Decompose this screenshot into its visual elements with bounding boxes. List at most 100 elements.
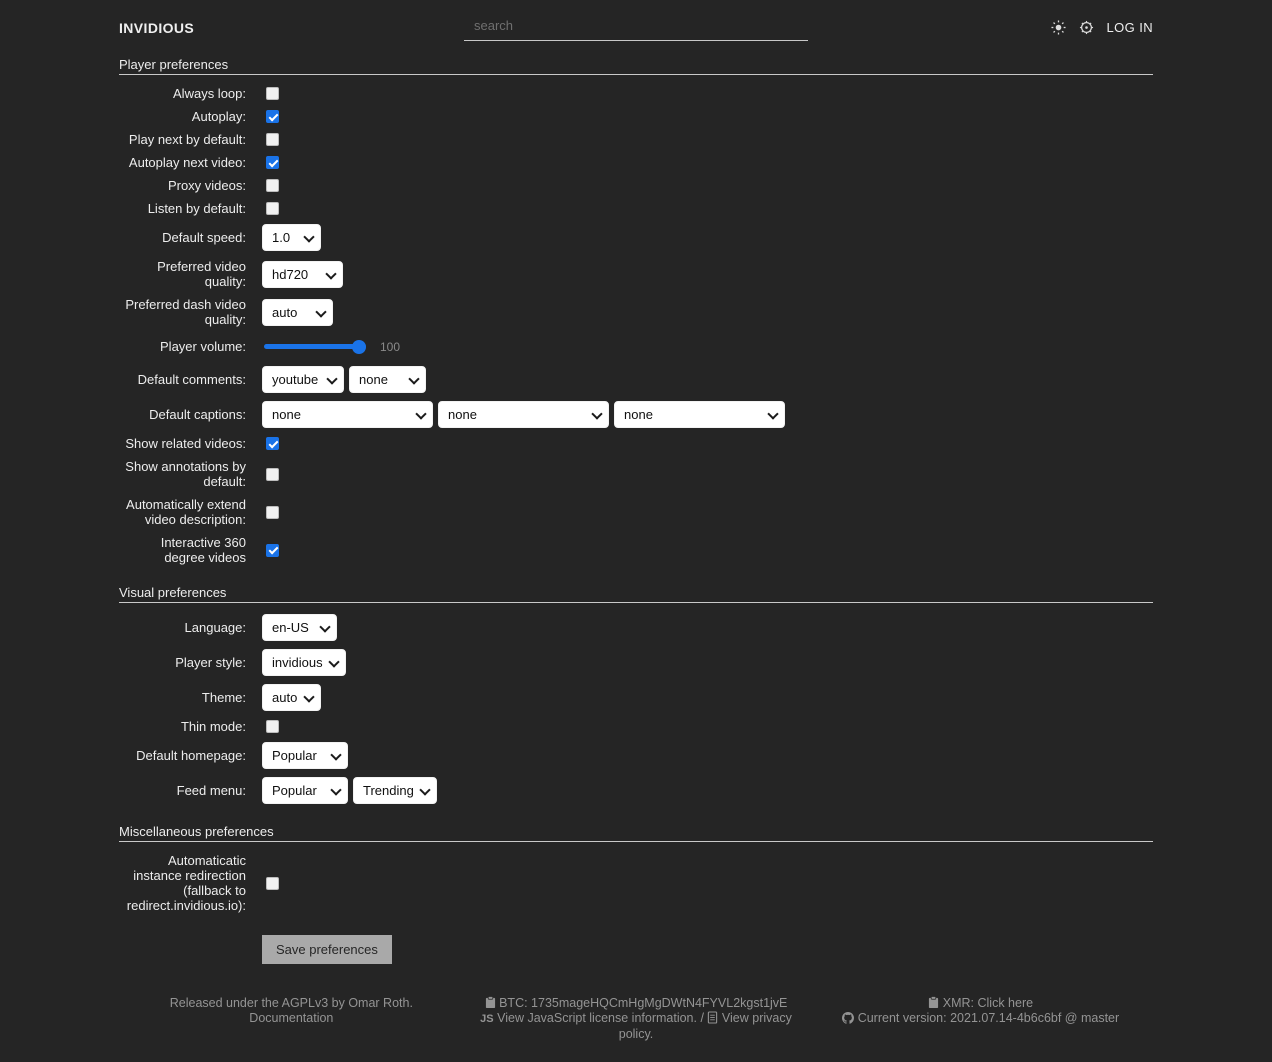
documentation-link[interactable]: Documentation <box>249 1011 334 1025</box>
pref-label: Show annotations by default: <box>125 459 246 489</box>
related-videos-checkbox[interactable] <box>266 437 279 450</box>
pref-row-360-videos: Interactive 360 degree videos <box>119 531 1153 569</box>
pref-row-proxy-videos: Proxy videos: <box>119 174 1153 197</box>
theme-toggle-sun-icon[interactable] <box>1051 20 1066 35</box>
dash-quality-select[interactable]: auto <box>262 298 333 326</box>
pref-label: Automatically extend video description: <box>126 497 246 527</box>
default-speed-select[interactable]: 1.0 <box>262 224 321 251</box>
version-label: Current version: <box>857 1011 947 1025</box>
player-volume-value: 100 <box>380 339 401 354</box>
play-next-checkbox[interactable] <box>266 133 279 146</box>
pref-label: Default captions: <box>149 407 246 422</box>
xmr-link[interactable]: Click here <box>977 996 1034 1010</box>
pref-row-thin-mode: Thin mode: <box>119 715 1153 738</box>
pref-label: Preferred video quality: <box>157 259 246 289</box>
pref-row-video-quality: Preferred video quality: hd720 <box>119 255 1153 293</box>
pref-row-default-comments: Default comments: youtube none <box>119 362 1153 397</box>
instance-redirection-checkbox[interactable] <box>266 876 279 890</box>
pref-row-instance-redirection: Automaticatic instance redirection (fall… <box>119 849 1153 917</box>
pref-label: Interactive 360 degree videos <box>160 535 246 565</box>
footer-separator: / <box>700 1011 704 1025</box>
listen-default-checkbox[interactable] <box>266 202 279 215</box>
thin-mode-checkbox[interactable] <box>266 720 279 733</box>
pref-row-player-style: Player style: invidious <box>119 645 1153 680</box>
video-quality-select[interactable]: hd720 <box>262 260 343 288</box>
pref-label: Always loop: <box>173 86 246 101</box>
section-title-player-preferences: Player preferences <box>119 57 229 72</box>
section-divider <box>119 602 1153 603</box>
footer-donate-column: BTC: 1735mageHQCmHgMgDWtN4FYVL2kgst1jvE … <box>464 996 809 1042</box>
comments-primary-select-wrap: youtube <box>262 366 344 393</box>
interactive-360-checkbox[interactable] <box>266 543 279 557</box>
pref-row-default-homepage: Default homepage: Popular <box>119 738 1153 773</box>
pref-label: Theme: <box>201 690 246 705</box>
pref-label: Language: <box>184 620 246 635</box>
xmr-label: XMR: <box>942 996 975 1010</box>
pref-label: Proxy videos: <box>167 178 246 193</box>
autoplay-checkbox[interactable] <box>266 110 279 123</box>
default-speed-select-wrap: 1.0 <box>262 224 321 251</box>
pref-row-extend-description: Automatically extend video description: <box>119 493 1153 531</box>
player-style-select[interactable]: invidious <box>262 649 346 676</box>
dash-quality-select-wrap: auto <box>262 298 333 326</box>
pref-label: Default homepage: <box>136 748 246 763</box>
pref-label: Default speed: <box>162 230 246 245</box>
pref-row-language: Language: en-US <box>119 610 1153 645</box>
feed-menu-2-select[interactable]: Trending <box>353 777 437 804</box>
save-preferences-button[interactable]: Save preferences <box>262 935 392 964</box>
login-link[interactable]: LOG IN <box>1106 20 1153 35</box>
pref-row-dash-quality: Preferred dash video quality: auto <box>119 293 1153 331</box>
player-volume-slider[interactable] <box>264 339 366 354</box>
extend-description-checkbox[interactable] <box>266 505 279 519</box>
section-divider <box>119 74 1153 75</box>
footer-released-text: Released under the AGPLv3 by Omar Roth. <box>169 996 413 1010</box>
pref-label: Feed menu: <box>176 783 246 798</box>
pref-row-theme: Theme: auto <box>119 680 1153 715</box>
footer-version-column: XMR: Click here Current version: 2021.07… <box>808 996 1153 1026</box>
pref-row-default-speed: Default speed: 1.0 <box>119 220 1153 255</box>
js-icon: JS <box>480 1013 494 1025</box>
captions-3-select[interactable]: none <box>614 401 785 428</box>
feed-menu-1-select[interactable]: Popular <box>262 777 348 804</box>
pref-row-autoplay: Autoplay: <box>119 105 1153 128</box>
preferences-gear-icon[interactable] <box>1079 20 1094 35</box>
captions-1-select-wrap: none <box>262 401 433 428</box>
annotations-checkbox[interactable] <box>266 467 279 481</box>
js-license-link[interactable]: View JavaScript license information. <box>497 1011 697 1025</box>
section-title-visual-preferences: Visual preferences <box>119 585 227 600</box>
homepage-select[interactable]: Popular <box>262 742 348 769</box>
comments-fallback-select-wrap: none <box>349 366 426 393</box>
pref-label: Autoplay next video: <box>128 155 246 170</box>
footer: Released under the AGPLv3 by Omar Roth. … <box>119 996 1153 1062</box>
privacy-doc-icon <box>707 1011 721 1025</box>
pref-row-autoplay-next: Autoplay next video: <box>119 151 1153 174</box>
pref-label: Show related videos: <box>125 436 246 451</box>
comments-fallback-select[interactable]: none <box>349 366 426 393</box>
always-loop-checkbox[interactable] <box>266 87 279 100</box>
autoplay-next-checkbox[interactable] <box>266 156 279 169</box>
search-input[interactable] <box>464 14 808 41</box>
captions-1-select[interactable]: none <box>262 401 433 428</box>
pref-label: Automaticatic instance redirection (fall… <box>126 853 246 913</box>
theme-select[interactable]: auto <box>262 684 321 711</box>
pref-label: Preferred dash video quality: <box>125 297 246 327</box>
pref-label: Thin mode: <box>180 719 246 734</box>
player-style-select-wrap: invidious <box>262 649 346 676</box>
brand-logo[interactable]: INVIDIOUS <box>119 19 195 36</box>
language-select[interactable]: en-US <box>262 614 337 641</box>
clipboard-icon <box>928 996 942 1010</box>
captions-2-select[interactable]: none <box>438 401 609 428</box>
section-divider <box>119 841 1153 842</box>
clipboard-icon <box>485 996 499 1010</box>
section-title-misc-preferences: Miscellaneous preferences <box>119 824 274 839</box>
video-quality-select-wrap: hd720 <box>262 260 343 288</box>
pref-label: Listen by default: <box>147 201 246 216</box>
version-link[interactable]: 2021.07.14-4b6c6bf @ master <box>950 1011 1120 1025</box>
pref-row-listen-default: Listen by default: <box>119 197 1153 220</box>
pref-label: Play next by default: <box>128 132 246 147</box>
pref-row-play-next: Play next by default: <box>119 128 1153 151</box>
pref-label: Player style: <box>175 655 246 670</box>
volume-slider-thumb[interactable] <box>352 339 366 354</box>
comments-primary-select[interactable]: youtube <box>262 366 344 393</box>
proxy-videos-checkbox[interactable] <box>266 179 279 192</box>
